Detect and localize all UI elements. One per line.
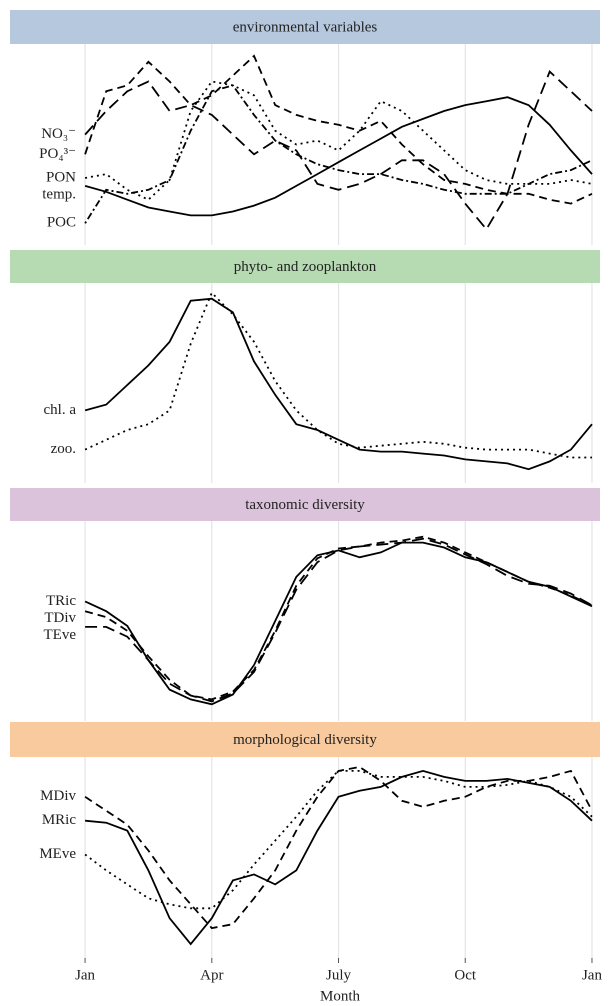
panel-title: phyto- and zooplankton [234, 259, 377, 275]
series-label: MDiv [40, 788, 76, 804]
series-line [84, 766, 593, 930]
series-label: chl. a [44, 402, 77, 418]
panel-strip [10, 250, 600, 283]
x-tick-label: Oct [454, 967, 476, 983]
series-label: TDiv [44, 610, 76, 626]
series-line [84, 96, 593, 217]
series-label: MRic [42, 812, 77, 828]
series-label: NO₃⁻ [41, 126, 76, 142]
series-label: TRic [46, 593, 76, 609]
panel-title: taxonomic diversity [245, 497, 365, 513]
series-line [84, 291, 592, 459]
series-label: TEve [44, 627, 77, 643]
series-label: zoo. [51, 441, 76, 457]
x-tick-label: Apr [200, 967, 223, 983]
x-tick-label: Jan [75, 967, 95, 983]
series-label: PON [46, 169, 76, 185]
series-label: PO₄³⁻ [39, 146, 76, 162]
series-label: MEve [39, 846, 76, 862]
series-label: temp. [42, 186, 76, 202]
panel-strip [10, 488, 600, 521]
panel-title: environmental variables [233, 19, 378, 35]
x-tick-label: July [326, 967, 352, 983]
panel-strip [10, 722, 600, 757]
series-line [84, 297, 593, 471]
x-tick-label: Jan [582, 967, 602, 983]
series-line [84, 535, 593, 701]
series-line [85, 769, 593, 946]
series-line [84, 541, 593, 706]
panel-strip [10, 10, 600, 44]
series-line [84, 84, 593, 224]
panel-title: morphological diversity [233, 732, 377, 748]
series-line [84, 54, 593, 205]
series-label: POC [47, 215, 76, 231]
x-axis-label: Month [320, 988, 361, 1004]
